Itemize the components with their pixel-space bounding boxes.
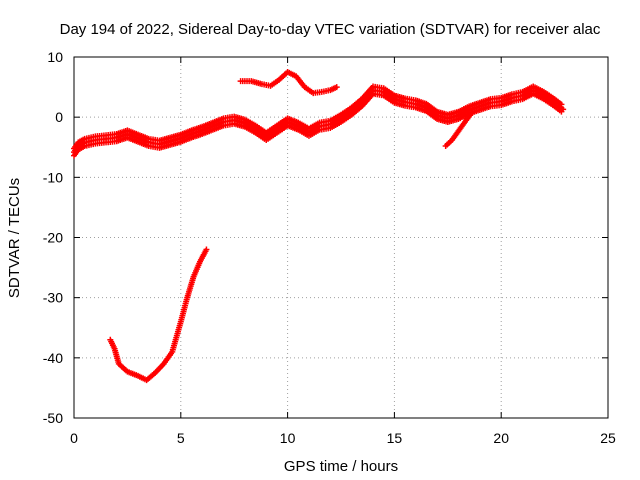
x-tick-label: 10 (280, 430, 296, 446)
data-point (203, 246, 210, 253)
y-tick-label: 10 (47, 49, 63, 65)
series-main-band (71, 83, 567, 159)
data-series (71, 69, 567, 384)
y-tick-label: -20 (43, 230, 63, 246)
chart-title: Day 194 of 2022, Sidereal Day-to-day VTE… (60, 21, 601, 38)
data-point (560, 106, 567, 113)
x-tick-label: 20 (493, 430, 509, 446)
x-tick-label: 25 (600, 430, 616, 446)
axis-ticks: 0 5 10 15 20 25 10 0 -10 -20 -30 -40 -50 (43, 49, 616, 446)
y-tick-label: -50 (43, 410, 63, 426)
y-axis-label: SDTVAR / TECUs (6, 178, 23, 298)
x-tick-label: 0 (70, 430, 78, 446)
y-tick-label: 0 (55, 109, 63, 125)
data-point (558, 101, 565, 108)
y-tick-label: -10 (43, 169, 63, 185)
x-tick-label: 5 (177, 430, 185, 446)
y-tick-label: -40 (43, 350, 63, 366)
data-point (333, 84, 340, 91)
y-tick-label: -30 (43, 290, 63, 306)
series-dropout-segment (442, 110, 475, 150)
series-upper-segment (237, 69, 340, 97)
x-axis-label: GPS time / hours (284, 458, 398, 475)
x-tick-label: 15 (387, 430, 403, 446)
data-point (468, 110, 475, 117)
series-lower-curve (107, 246, 210, 384)
